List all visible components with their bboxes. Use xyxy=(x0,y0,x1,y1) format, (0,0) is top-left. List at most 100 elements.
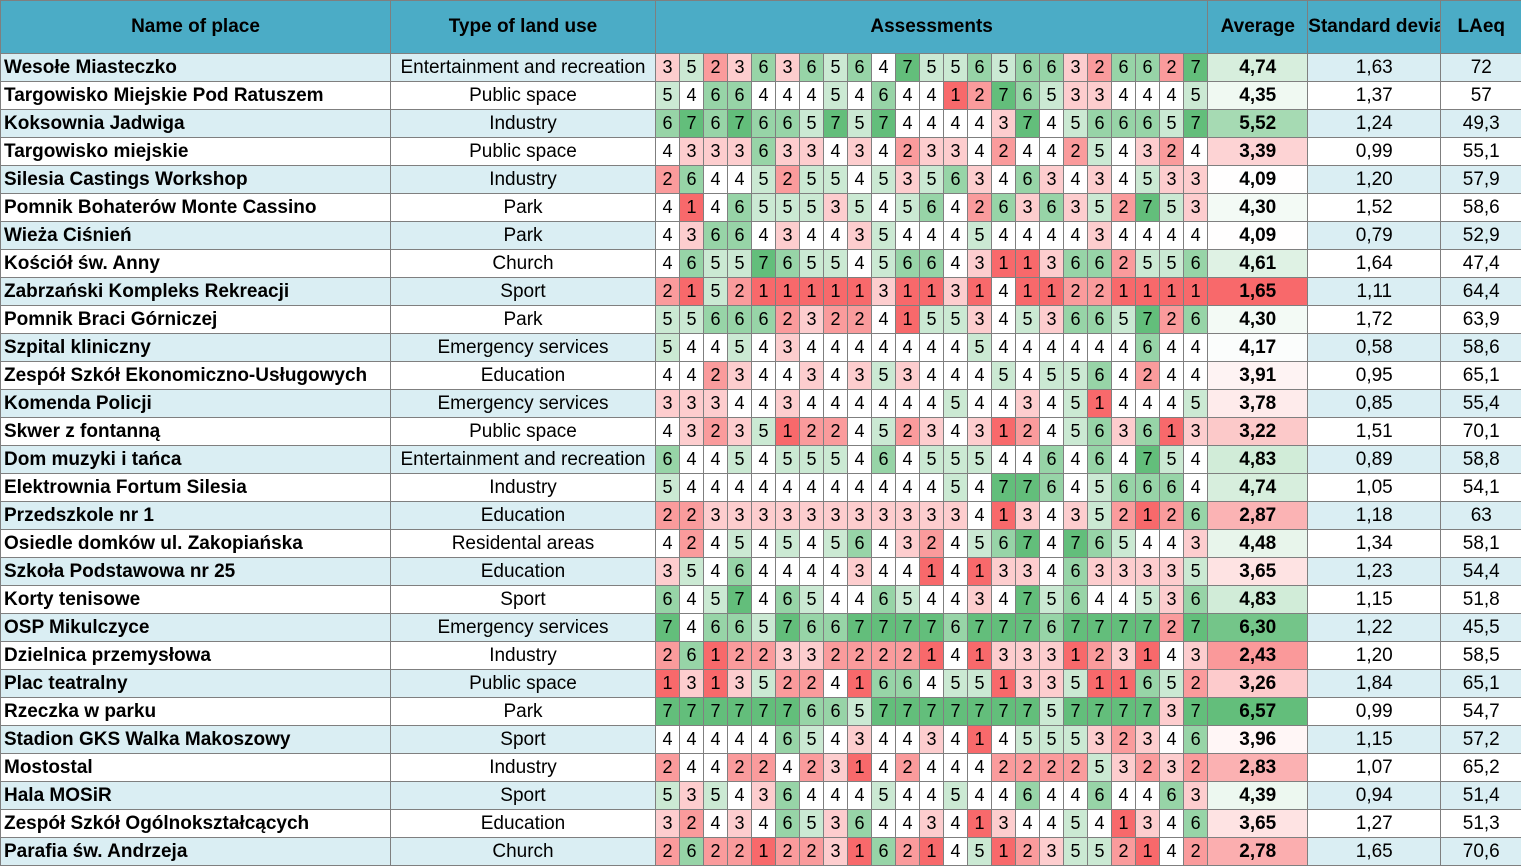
assessment-cell: 2 xyxy=(895,417,920,446)
assessment-cell: 4 xyxy=(1182,137,1209,166)
land-use-type: Emergency services xyxy=(390,613,656,642)
header-laeq: LAeq xyxy=(1440,0,1521,54)
assessment-cell: 4 xyxy=(1159,837,1184,866)
assessment-cell: 2 xyxy=(823,305,848,334)
assessment-cell: 2 xyxy=(1159,613,1184,642)
assessment-cell: 4 xyxy=(823,585,848,614)
table-row: Rzeczka w parku Park 7 7 7 7 7 7 6 6 5 7 7 7 7 7 7 7 5 7 7 7 7… xyxy=(0,697,1521,726)
assessment-cell: 7 xyxy=(1087,613,1112,642)
average-cell: 6,57 xyxy=(1207,697,1309,726)
assessment-cell: 3 xyxy=(1015,669,1040,698)
table-row: Szpital kliniczny Emergency services 5 4 4 5 4… xyxy=(0,333,1521,362)
assessment-cell: 5 xyxy=(967,837,992,866)
assessment-cell: 4 xyxy=(751,585,776,614)
assessment-cell: 2 xyxy=(1111,725,1136,754)
assessment-cell: 6 xyxy=(895,669,920,698)
assessment-cell: 2 xyxy=(895,137,920,166)
assessment-cell: 5 xyxy=(1159,445,1184,474)
assessment-cell: 1 xyxy=(847,753,872,782)
table-row: Parafia św. Andrzeja Church 2 6 2 2 1 2 2 3 1 6 2 1 4 5… xyxy=(0,837,1521,866)
assessment-cell: 4 xyxy=(919,109,944,138)
place-name: Hala MOSiR xyxy=(0,781,391,810)
assessment-cell: 6 xyxy=(943,165,968,194)
assessment-cell: 4 xyxy=(991,781,1016,810)
assessment-cell: 4 xyxy=(823,333,848,362)
assessment-cell: 4 xyxy=(847,165,872,194)
header-average: Average xyxy=(1207,0,1309,54)
place-name: Wesołe Miasteczko xyxy=(0,53,391,82)
assessment-cell: 7 xyxy=(919,613,944,642)
assessment-cell: 1 xyxy=(847,837,872,866)
assessment-cell: 3 xyxy=(1039,305,1064,334)
std-dev-cell: 1,15 xyxy=(1307,725,1442,754)
assessment-cell: 4 xyxy=(943,641,968,670)
std-dev-cell: 1,52 xyxy=(1307,193,1442,222)
assessment-cell: 1 xyxy=(919,557,944,586)
assessment-cell: 2 xyxy=(1087,277,1112,306)
laeq-cell: 51,8 xyxy=(1440,585,1521,614)
assessment-cell: 4 xyxy=(895,781,920,810)
assessment-cell: 3 xyxy=(823,753,848,782)
assessment-cell: 4 xyxy=(1039,389,1064,418)
assessment-cell: 5 xyxy=(1111,305,1136,334)
assessment-cell: 4 xyxy=(1111,221,1136,250)
assessment-cell: 3 xyxy=(799,641,824,670)
assessment-cell: 7 xyxy=(1135,445,1160,474)
assessment-cell: 5 xyxy=(871,249,896,278)
assessment-cell: 4 xyxy=(775,361,800,390)
place-name: Parafia św. Andrzeja xyxy=(0,837,391,866)
assessment-cell: 4 xyxy=(1111,389,1136,418)
assessment-cell: 1 xyxy=(991,669,1016,698)
assessment-cell: 4 xyxy=(1039,501,1064,530)
land-use-type: Church xyxy=(390,837,656,866)
assessment-cell: 6 xyxy=(775,585,800,614)
assessment-cell: 6 xyxy=(679,249,704,278)
place-name: Silesia Castings Workshop xyxy=(0,165,391,194)
header-type: Type of land use xyxy=(390,0,656,54)
assessment-cell: 1 xyxy=(1135,837,1160,866)
assessment-cell: 6 xyxy=(1015,81,1040,110)
average-cell: 4,61 xyxy=(1207,249,1309,278)
assessment-cell: 4 xyxy=(895,109,920,138)
assessment-cell: 2 xyxy=(895,641,920,670)
place-name: Stadion GKS Walka Makoszowy xyxy=(0,725,391,754)
std-dev-cell: 1,65 xyxy=(1307,837,1442,866)
assessment-cell: 5 xyxy=(943,473,968,502)
average-cell: 4,09 xyxy=(1207,165,1309,194)
assessment-cell: 1 xyxy=(967,557,992,586)
assessment-cell: 4 xyxy=(1182,333,1209,362)
assessment-cell: 1 xyxy=(679,193,704,222)
table-row: Pomnik Bohaterów Monte Cassino Park 4 1 4 6 5 5… xyxy=(0,193,1521,222)
assessment-cell: 4 xyxy=(1111,361,1136,390)
assessment-cell: 4 xyxy=(799,333,824,362)
assessment-cell: 3 xyxy=(1159,165,1184,194)
assessment-cell: 4 xyxy=(799,221,824,250)
assessment-cell: 4 xyxy=(871,753,896,782)
assessment-cell: 7 xyxy=(1015,529,1040,558)
laeq-cell: 57 xyxy=(1440,81,1521,110)
assessment-cell: 2 xyxy=(1111,501,1136,530)
laeq-cell: 65,2 xyxy=(1440,753,1521,782)
assessment-cell: 7 xyxy=(871,109,896,138)
assessment-cell: 4 xyxy=(895,445,920,474)
assessment-cell: 6 xyxy=(1087,781,1112,810)
assessment-cell: 2 xyxy=(751,753,776,782)
assessment-cell: 5 xyxy=(775,529,800,558)
assessment-cell: 2 xyxy=(967,193,992,222)
assessment-cell: 6 xyxy=(1182,809,1209,838)
assessment-cell: 3 xyxy=(1087,221,1112,250)
table-row: Hala MOSiR Sport 5 3 5 4 3 6 4 4 4 5 4 4 5 4 4 6 4 4 6 4 4 6 3 4,… xyxy=(0,781,1521,810)
assessment-cell: 3 xyxy=(991,109,1016,138)
assessment-cell: 3 xyxy=(967,417,992,446)
assessment-cell: 3 xyxy=(943,277,968,306)
place-name: Wieża Ciśnień xyxy=(0,221,391,250)
assessment-cell: 6 xyxy=(703,221,728,250)
table-row: Stadion GKS Walka Makoszowy Sport 4 4 4 4 4 6 5 4… xyxy=(0,725,1521,754)
assessment-cell: 5 xyxy=(679,53,704,82)
assessment-cell: 5 xyxy=(1063,669,1088,698)
assessment-cell: 2 xyxy=(1182,837,1209,866)
place-name: Zespół Szkół Ekonomiczno-Usługowych xyxy=(0,361,391,390)
land-use-type: Education xyxy=(390,361,656,390)
assessment-cell: 4 xyxy=(1063,333,1088,362)
assessment-cell: 7 xyxy=(823,109,848,138)
